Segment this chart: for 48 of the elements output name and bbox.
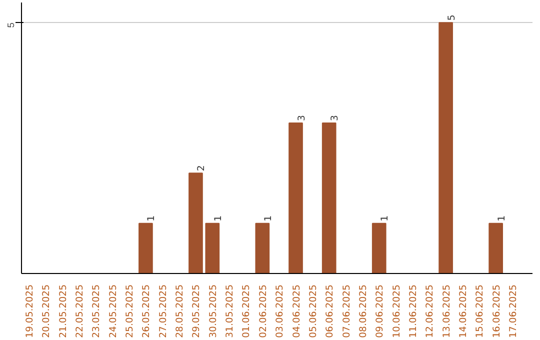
data-label: 5 xyxy=(446,14,458,21)
data-label: 1 xyxy=(262,215,274,222)
x-tick-label: 23.05.2025 xyxy=(91,284,102,338)
x-tick-label: 09.06.2025 xyxy=(374,284,386,338)
data-label: 3 xyxy=(296,114,308,121)
x-tick-label: 15.06.2025 xyxy=(474,284,486,338)
x-tick-label: 04.06.2025 xyxy=(291,284,302,338)
x-tick-label: 03.06.2025 xyxy=(274,284,286,338)
bar xyxy=(488,222,503,274)
x-tick-label: 31.05.2025 xyxy=(224,284,236,338)
x-tick-label: 02.06.2025 xyxy=(258,284,269,338)
bar xyxy=(322,122,336,274)
x-tick-label: 05.06.2025 xyxy=(308,284,319,338)
data-label: 1 xyxy=(212,215,224,222)
x-tick-label: 25.05.2025 xyxy=(124,284,136,338)
bar xyxy=(372,222,386,274)
data-label: 1 xyxy=(380,215,391,222)
x-tick-label: 14.06.2025 xyxy=(458,284,469,338)
x-tick-label: 22.05.2025 xyxy=(74,284,86,338)
bar xyxy=(255,222,270,274)
x-tick-label: 30.05.2025 xyxy=(208,284,219,338)
data-label: 1 xyxy=(496,215,508,222)
x-tick-label: 06.06.2025 xyxy=(324,284,336,338)
data-label: 1 xyxy=(146,215,158,222)
x-tick-label: 11.06.2025 xyxy=(408,284,419,338)
x-tick-label: 20.05.2025 xyxy=(41,284,52,338)
x-tick-label: 13.06.2025 xyxy=(441,284,452,338)
x-tick-label: 21.05.2025 xyxy=(58,284,69,338)
bar xyxy=(188,172,203,274)
bar xyxy=(205,222,220,274)
x-tick-label: 27.05.2025 xyxy=(158,284,169,338)
x-tick-label: 10.06.2025 xyxy=(391,284,402,338)
x-tick-label: 12.06.2025 xyxy=(424,284,436,338)
x-tick-label: 08.06.2025 xyxy=(358,284,369,338)
x-tick-label: 24.05.2025 xyxy=(108,284,119,338)
x-tick-label: 16.06.2025 xyxy=(491,284,502,338)
x-tick-label: 17.06.2025 xyxy=(508,284,519,338)
bar xyxy=(138,222,153,274)
bar xyxy=(438,22,453,274)
x-tick-label: 19.05.2025 xyxy=(24,284,36,338)
x-tick-label: 28.05.2025 xyxy=(174,284,186,338)
x-tick-label: 01.06.2025 xyxy=(241,284,252,338)
x-tick-label: 07.06.2025 xyxy=(341,284,352,338)
x-tick-label: 29.05.2025 xyxy=(191,284,202,338)
x-tick-label: 26.05.2025 xyxy=(141,284,152,338)
data-label: 2 xyxy=(196,165,208,172)
bar xyxy=(288,122,303,274)
data-label: 3 xyxy=(330,114,341,121)
